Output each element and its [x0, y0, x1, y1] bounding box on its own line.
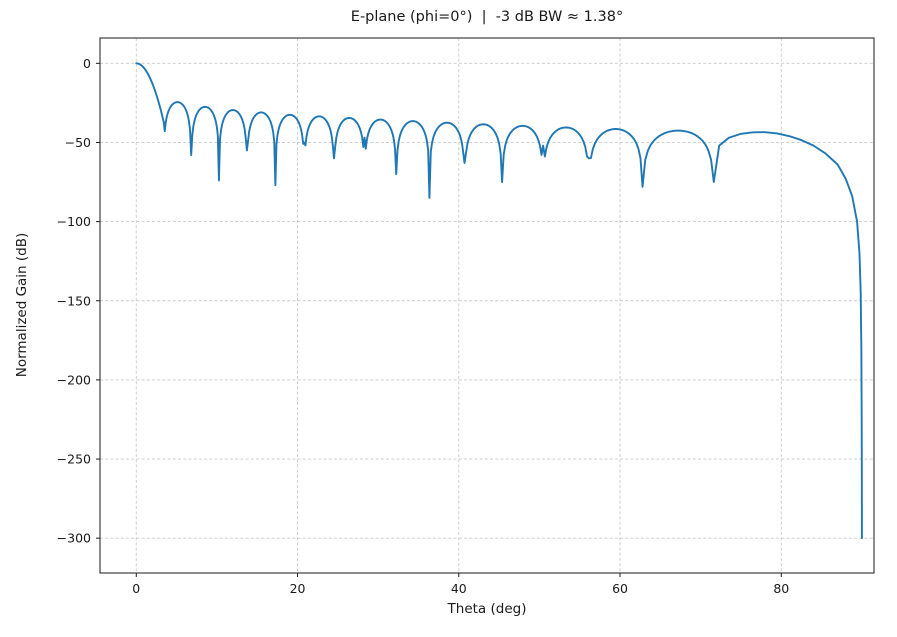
y-tick-label: −300: [57, 531, 91, 546]
y-axis-label: Normalized Gain (dB): [14, 232, 30, 378]
y-tick-label: 0: [83, 56, 91, 71]
x-tick-label: 60: [612, 581, 628, 596]
y-tick-label: −150: [57, 293, 91, 308]
x-axis-label: Theta (deg): [447, 601, 527, 617]
y-tick-label: −50: [65, 135, 91, 150]
y-tick-label: −250: [57, 452, 91, 467]
x-tick-label: 20: [290, 581, 306, 596]
y-tick-label: −100: [57, 214, 91, 229]
x-tick-label: 40: [451, 581, 467, 596]
axes-frame: [99, 37, 875, 574]
x-tick-label: 0: [132, 581, 140, 596]
chart-title: E-plane (phi=0°) | -3 dB BW ≈ 1.38°: [350, 9, 624, 25]
x-tick-label: 80: [773, 581, 789, 596]
gain-curve: [135, 62, 863, 540]
y-tick-label: −200: [57, 372, 91, 387]
